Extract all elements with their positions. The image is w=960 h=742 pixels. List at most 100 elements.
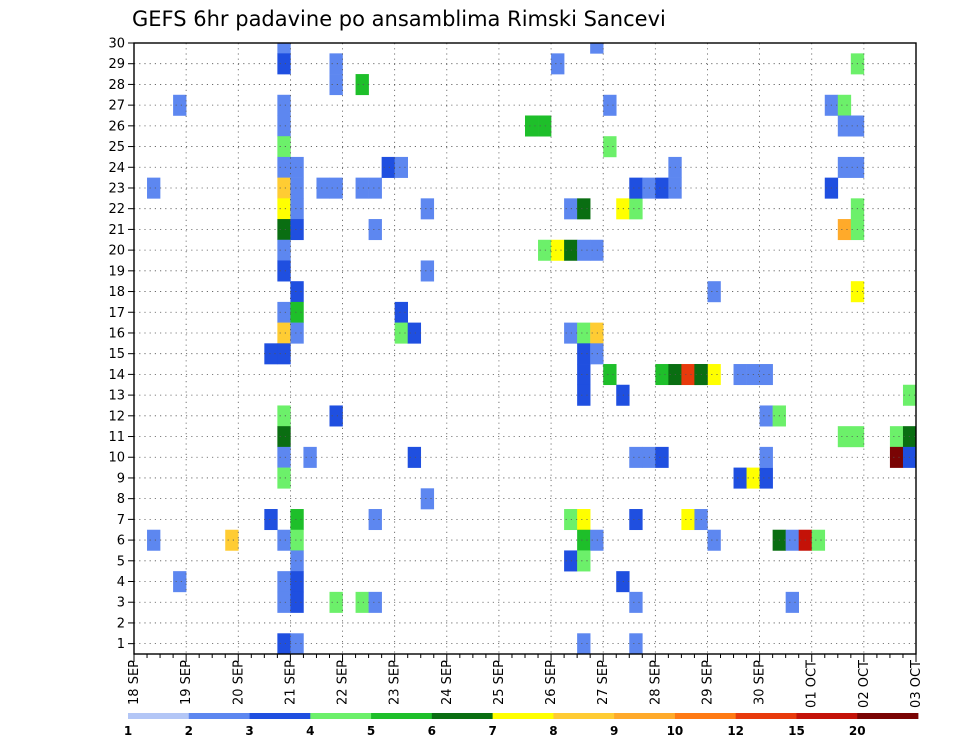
heatmap-cell (355, 177, 369, 199)
y-tick-label: 1 (117, 637, 125, 652)
colorbar-label: 6 (428, 724, 436, 738)
x-tick-label: 20 SEP (231, 660, 246, 705)
colorbar-label: 9 (610, 724, 618, 738)
y-tick-label: 5 (117, 554, 125, 569)
heatmap-cell (147, 177, 161, 199)
colorbar-swatch (674, 713, 737, 719)
y-tick-label: 2 (117, 616, 125, 631)
heatmap-cell (277, 571, 291, 593)
heatmap-cell (420, 198, 435, 220)
x-tick-label: 28 SEP (648, 660, 663, 705)
heatmap-cell (538, 239, 552, 261)
heatmap-cell (655, 364, 669, 386)
colorbar-swatch (614, 713, 676, 719)
x-tick-label: 01 OCT (805, 660, 820, 708)
heatmap-cell (277, 219, 291, 241)
y-tick-label: 18 (108, 285, 125, 300)
colorbar-swatch (188, 713, 250, 719)
heatmap-cell (733, 467, 747, 489)
heatmap-cell (264, 343, 278, 365)
colorbar-label: 5 (367, 724, 375, 738)
x-tick-label: 25 SEP (492, 660, 507, 705)
colorbar-label: 12 (727, 724, 744, 738)
heatmap-cell (837, 94, 852, 116)
heatmap-cells (147, 43, 917, 655)
heatmap-cell (368, 509, 382, 531)
x-tick-label: 29 SEP (700, 660, 715, 705)
colorbar-label: 1 (124, 724, 132, 738)
y-tick-label: 23 (108, 181, 125, 196)
heatmap-cell (577, 322, 591, 344)
heatmap-cell (603, 94, 617, 116)
colorbar-swatch (796, 713, 858, 719)
heatmap-cell (577, 384, 591, 406)
heatmap-cell (394, 301, 408, 323)
x-tick-label: 22 SEP (336, 660, 351, 705)
heatmap-cell (629, 509, 643, 531)
colorbar-label: 10 (667, 724, 684, 738)
heatmap-cell (551, 239, 565, 261)
heatmap-cell (290, 281, 304, 303)
y-tick-label: 10 (108, 451, 125, 466)
heatmap-cell (277, 115, 291, 137)
heatmap-cell (811, 529, 826, 551)
heatmap-cell (629, 198, 643, 220)
heatmap-cell (759, 364, 773, 386)
y-tick-label: 19 (108, 264, 125, 279)
heatmap-cell (394, 156, 408, 178)
heatmap-cell (629, 446, 643, 468)
y-tick-label: 7 (117, 513, 125, 528)
heatmap-cell (277, 239, 291, 261)
heatmap-cell (733, 364, 747, 386)
colorbar-swatch (735, 713, 797, 719)
heatmap-cell (290, 550, 304, 572)
y-tick-label: 25 (108, 140, 125, 155)
y-tick-label: 8 (117, 492, 125, 507)
heatmap-cell (290, 156, 304, 178)
heatmap-cell (147, 529, 161, 551)
heatmap-cell (655, 446, 669, 468)
heatmap-cell (290, 509, 304, 531)
x-tick-label: 23 SEP (388, 660, 403, 705)
heatmap-cell (329, 74, 343, 96)
y-tick-label: 21 (108, 223, 125, 238)
y-tick-label: 6 (117, 534, 125, 549)
heatmap-cell (368, 219, 382, 241)
grid-lines (134, 42, 916, 654)
heatmap-cell (329, 53, 343, 75)
heatmap-cell (277, 633, 291, 655)
heatmap-cell (277, 467, 291, 489)
colorbar-swatch (857, 713, 919, 719)
heatmap-cell (277, 591, 291, 613)
heatmap-cell (837, 426, 852, 448)
y-tick-label: 13 (108, 389, 125, 404)
y-axis: 1234567891011121314151617181920212223242… (108, 37, 134, 652)
heatmap-cell (564, 322, 578, 344)
heatmap-cell (837, 156, 852, 178)
heatmap-cell (277, 156, 291, 178)
heatmap-cell (225, 529, 239, 551)
heatmap-cell (355, 591, 369, 613)
heatmap-cell (290, 198, 304, 220)
heatmap-cell (577, 198, 591, 220)
heatmap-cell (277, 198, 291, 220)
heatmap-cell (277, 426, 291, 448)
heatmap-cell (290, 633, 304, 655)
heatmap-cell (707, 364, 721, 386)
heatmap-cell (577, 343, 591, 365)
y-tick-label: 9 (117, 471, 125, 486)
y-tick-label: 3 (117, 596, 125, 611)
heatmap-cell (759, 405, 773, 427)
heatmap-cell (394, 322, 408, 344)
heatmap-cell (629, 177, 643, 199)
heatmap-cell (329, 177, 343, 199)
heatmap-cell (277, 136, 291, 158)
colorbar-swatch (492, 713, 554, 719)
heatmap-cell (564, 239, 578, 261)
heatmap-cell (525, 115, 539, 137)
x-tick-label: 02 OCT (857, 660, 872, 708)
heatmap-cell (277, 405, 291, 427)
colorbar-swatch (249, 713, 311, 719)
heatmap-cell (551, 53, 565, 75)
chart-title: GEFS 6hr padavine po ansamblima Rimski S… (132, 7, 666, 31)
